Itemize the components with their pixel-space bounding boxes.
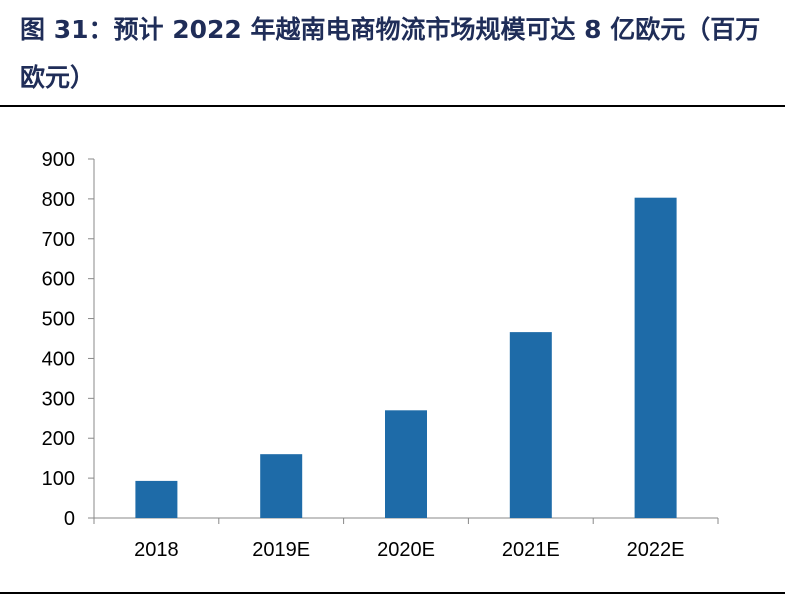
y-tick-label: 100 <box>42 468 75 490</box>
y-tick-label: 200 <box>42 428 75 450</box>
x-tick-label: 2022E <box>627 539 685 561</box>
y-tick-label: 800 <box>42 189 75 211</box>
x-tick-label: 2019E <box>252 539 310 561</box>
y-tick-label: 900 <box>42 149 75 171</box>
y-tick-label: 300 <box>42 388 75 410</box>
y-tick-label: 400 <box>42 348 75 370</box>
figure-title: 图 31：预计 2022 年越南电商物流市场规模可达 8 亿欧元（百万欧元） <box>20 15 761 92</box>
bar-2020e <box>385 410 427 518</box>
y-axis: 0 100 200 300 400 500 600 700 800 900 <box>42 149 95 530</box>
bar-2019e <box>260 454 303 518</box>
bar-2018 <box>135 480 178 518</box>
y-tick-label: 500 <box>42 309 75 331</box>
x-tick-label: 2018 <box>134 539 179 561</box>
x-tick-label: 2021E <box>502 539 560 561</box>
bars <box>135 197 677 518</box>
y-tick-label: 600 <box>42 269 75 291</box>
top-rule <box>0 105 785 107</box>
y-tick-label: 0 <box>64 508 75 530</box>
bottom-rule <box>0 592 785 594</box>
x-axis: 2018 2019E 2020E 2021E 2022E <box>93 517 719 561</box>
x-tick-label: 2020E <box>377 539 435 561</box>
bar-2022e <box>634 197 677 518</box>
bar-2021e <box>509 332 552 518</box>
y-tick-label: 700 <box>42 229 75 251</box>
